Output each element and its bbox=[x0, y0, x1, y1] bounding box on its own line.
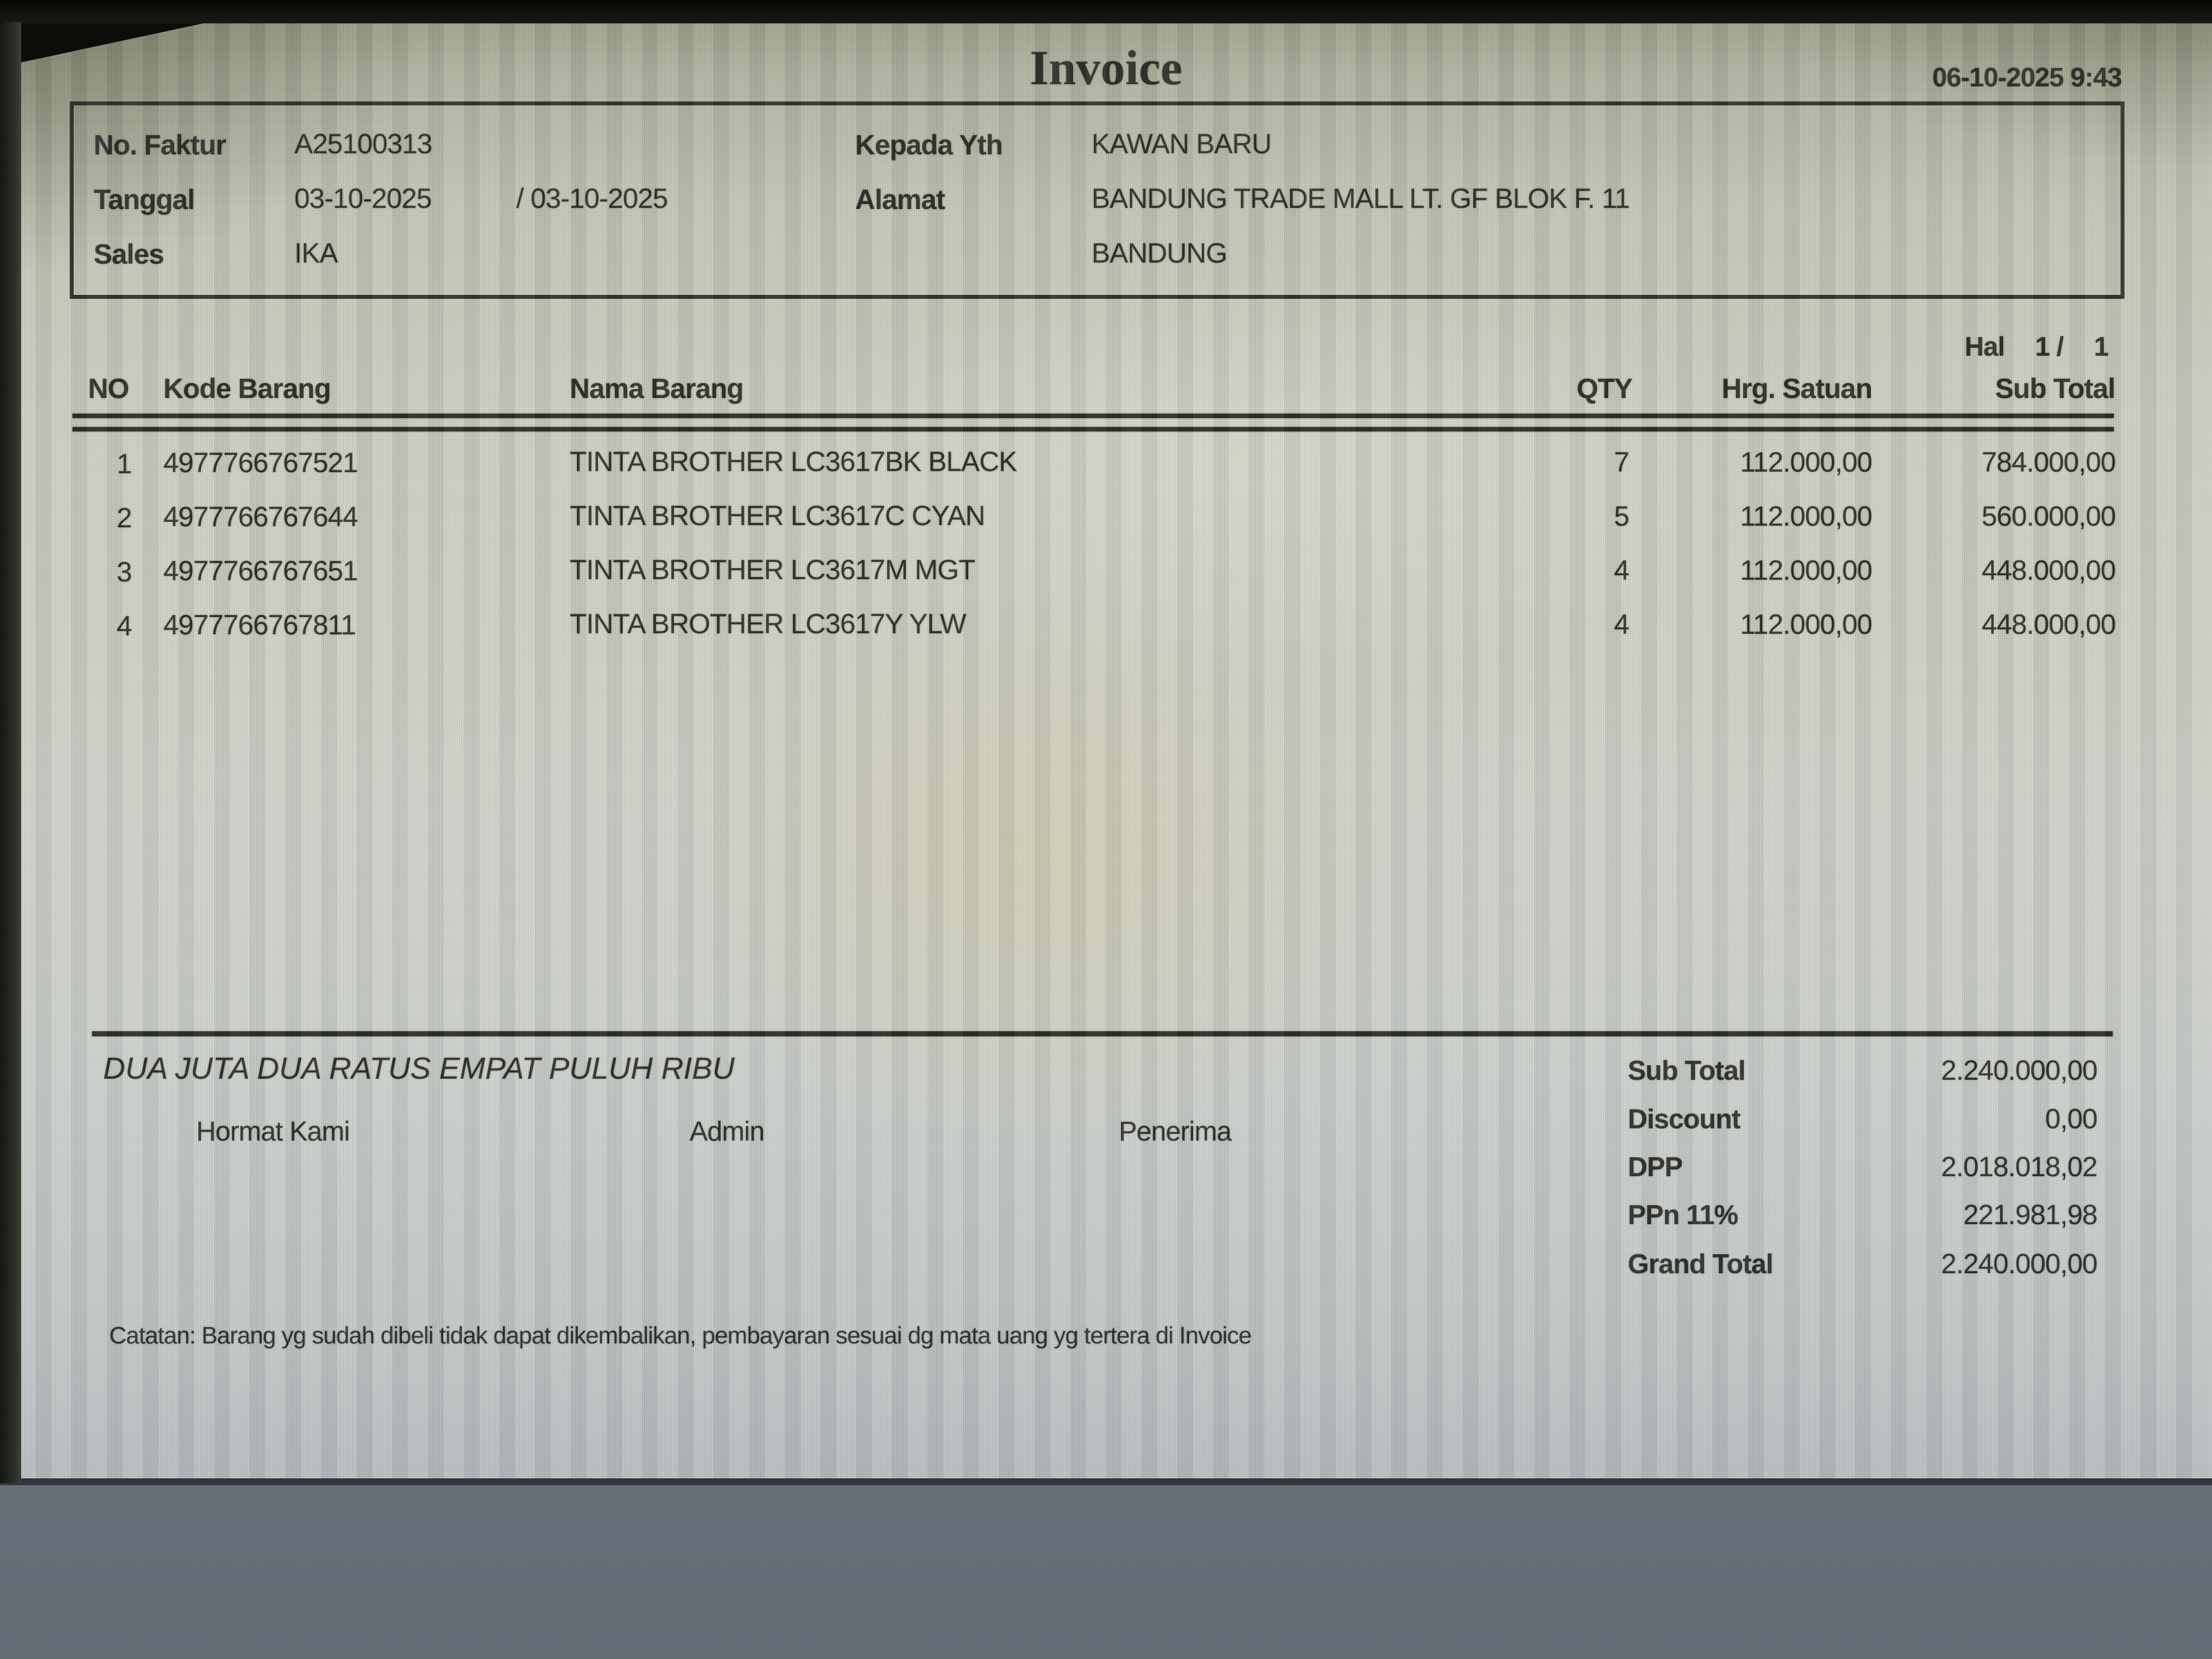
invoice-header-box: No. Faktur A25100313 Tanggal 03-10-2025 … bbox=[70, 101, 2124, 299]
row-qty: 4 bbox=[1614, 609, 1629, 640]
dpp-value: 2.018.018,02 bbox=[1941, 1151, 2098, 1182]
grand-total-value: 2.240.000,00 bbox=[1941, 1248, 2098, 1279]
hal-current: 1 / bbox=[2035, 332, 2064, 362]
row-qty: 7 bbox=[1614, 447, 1629, 478]
row-nama: TINTA BROTHER LC3617BK BLACK bbox=[570, 446, 1017, 477]
monitor-bezel-top bbox=[0, 0, 2212, 23]
row-kode: 4977766767651 bbox=[163, 555, 358, 586]
row-no: 3 bbox=[117, 556, 132, 588]
invoice-page: Invoice 06-10-2025 9:43 No. Faktur A2510… bbox=[0, 0, 2212, 1485]
row-qty: 5 bbox=[1614, 501, 1629, 532]
hal-total: 1 bbox=[2094, 332, 2109, 362]
amount-in-words: DUA JUTA DUA RATUS EMPAT PULUH RIBU bbox=[103, 1051, 735, 1085]
col-header-nama: Nama Barang bbox=[570, 373, 744, 404]
signature-hormat-kami: Hormat Kami bbox=[196, 1117, 350, 1147]
col-header-hrg: Hrg. Satuan bbox=[1721, 373, 1873, 404]
row-qty: 4 bbox=[1614, 555, 1629, 586]
row-hrg: 112.000,00 bbox=[1740, 555, 1873, 586]
row-kode: 4977766767644 bbox=[163, 501, 358, 532]
page-title: Invoice bbox=[1030, 41, 1182, 95]
page-indicator: Hal 1 / 1 bbox=[1934, 332, 2109, 362]
row-hrg: 112.000,00 bbox=[1740, 447, 1873, 478]
row-hrg: 112.000,00 bbox=[1740, 609, 1873, 640]
tanggal-value: 03-10-2025 bbox=[294, 183, 432, 214]
dpp-label: DPP bbox=[1628, 1152, 1683, 1182]
col-header-kode: Kode Barang bbox=[163, 373, 331, 404]
monitor-bezel-left bbox=[0, 22, 21, 1483]
row-subtotal: 784.000,00 bbox=[1981, 447, 2116, 478]
col-header-subtotal: Sub Total bbox=[1995, 373, 2116, 404]
ppn-label: PPn 11% bbox=[1628, 1200, 1738, 1230]
discount-label: Discount bbox=[1628, 1104, 1741, 1134]
row-subtotal: 448.000,00 bbox=[1981, 609, 2116, 640]
row-no: 4 bbox=[117, 610, 132, 642]
hal-label: Hal bbox=[1964, 332, 2005, 362]
row-subtotal: 448.000,00 bbox=[1981, 555, 2116, 586]
alamat-line2: BANDUNG bbox=[1092, 237, 1228, 269]
printed-datetime: 06-10-2025 9:43 bbox=[1932, 63, 2122, 93]
signature-penerima: Penerima bbox=[1119, 1117, 1232, 1147]
grand-total-label: Grand Total bbox=[1628, 1249, 1773, 1279]
subtotal-value: 2.240.000,00 bbox=[1941, 1055, 2098, 1086]
row-nama: TINTA BROTHER LC3617C CYAN bbox=[570, 500, 986, 531]
alamat-line1: BANDUNG TRADE MALL LT. GF BLOK F. 11 bbox=[1092, 183, 1630, 214]
tanggal-due-value: / 03-10-2025 bbox=[516, 183, 668, 214]
sales-label: Sales bbox=[94, 239, 164, 270]
footer-separator-rule bbox=[92, 1031, 2113, 1036]
tanggal-label: Tanggal bbox=[94, 184, 195, 215]
row-kode: 4977766767521 bbox=[163, 447, 358, 478]
alamat-label: Alamat bbox=[855, 184, 945, 215]
table-header-rule-2 bbox=[72, 427, 2114, 431]
row-subtotal: 560.000,00 bbox=[1981, 501, 2116, 532]
subtotal-label: Sub Total bbox=[1628, 1056, 1746, 1086]
ppn-value: 221.981,98 bbox=[1963, 1199, 2098, 1230]
sales-value: IKA bbox=[294, 237, 338, 269]
no-faktur-label: No. Faktur bbox=[94, 129, 226, 161]
signature-admin: Admin bbox=[690, 1117, 765, 1147]
col-header-no: NO bbox=[88, 373, 129, 404]
table-header-rule-1 bbox=[72, 414, 2114, 418]
discount-value: 0,00 bbox=[2045, 1103, 2098, 1134]
kepada-label: Kepada Yth bbox=[855, 129, 1003, 161]
no-faktur-value: A25100313 bbox=[294, 128, 433, 159]
row-nama: TINTA BROTHER LC3617M MGT bbox=[570, 554, 976, 585]
col-header-qty: QTY bbox=[1576, 373, 1633, 404]
row-kode: 4977766767811 bbox=[163, 609, 356, 641]
row-nama: TINTA BROTHER LC3617Y YLW bbox=[570, 608, 966, 639]
row-hrg: 112.000,00 bbox=[1740, 501, 1873, 532]
row-no: 1 bbox=[117, 448, 132, 479]
row-no: 2 bbox=[117, 502, 132, 533]
footer-note: Catatan: Barang yg sudah dibeli tidak da… bbox=[109, 1322, 1252, 1349]
kepada-value: KAWAN BARU bbox=[1092, 128, 1272, 159]
